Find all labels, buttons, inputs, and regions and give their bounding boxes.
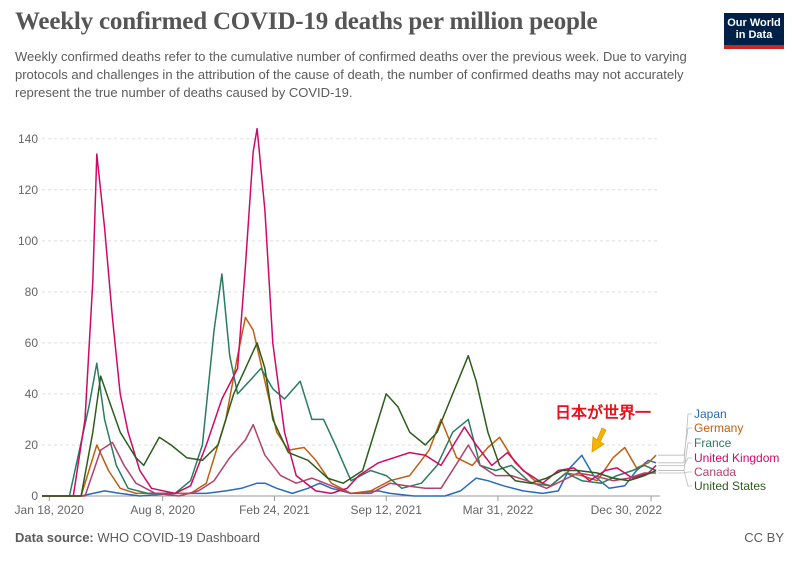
legend-connector xyxy=(658,471,692,474)
legend-label-france[interactable]: France xyxy=(694,436,732,450)
series-line-united-states[interactable] xyxy=(42,342,657,497)
chart-subtitle: Weekly confirmed deaths refer to the cum… xyxy=(15,49,687,100)
x-tick-label: Aug 8, 2020 xyxy=(130,503,195,517)
x-tick-label: Feb 24, 2021 xyxy=(239,503,310,517)
series-line-france[interactable] xyxy=(42,273,657,497)
source-note: Data source: WHO COVID-19 Dashboard xyxy=(15,530,260,545)
legend-label-germany[interactable]: Germany xyxy=(694,421,743,435)
series-lines xyxy=(42,127,657,497)
y-tick-label: 0 xyxy=(31,489,38,503)
y-tick-label: 60 xyxy=(25,336,39,350)
license-note[interactable]: CC BY xyxy=(744,530,784,545)
legend-label-japan[interactable]: Japan xyxy=(694,407,727,421)
legend-connector xyxy=(658,427,692,456)
legend-label-united-kingdom[interactable]: United Kingdom xyxy=(694,451,779,465)
annotation-text: 日本が世界一 xyxy=(555,403,651,422)
chart-title: Weekly confirmed COVID-19 deaths per mil… xyxy=(15,8,598,35)
y-tick-label: 40 xyxy=(25,387,39,401)
source-label: Data source: xyxy=(15,530,94,545)
legend-connector xyxy=(658,470,692,487)
x-tick-label: Mar 31, 2022 xyxy=(463,503,534,517)
x-tick-label: Dec 30, 2022 xyxy=(591,503,663,517)
legend-connector xyxy=(658,442,692,471)
annotation-arrow-icon xyxy=(591,427,607,453)
legend-label-canada[interactable]: Canada xyxy=(694,465,736,479)
source-value[interactable]: WHO COVID-19 Dashboard xyxy=(97,530,260,545)
y-tick-label: 100 xyxy=(18,234,38,248)
logo-line-1: Our World xyxy=(727,17,781,29)
y-tick-label: 20 xyxy=(25,438,39,452)
annotation: 日本が世界一 xyxy=(555,403,651,453)
legend-connector xyxy=(658,413,692,464)
y-tick-label: 140 xyxy=(18,132,38,146)
owid-logo[interactable]: Our World in Data xyxy=(724,13,784,49)
grid-lines xyxy=(42,138,660,446)
series-line-canada[interactable] xyxy=(42,423,657,497)
x-tick-label: Jan 18, 2020 xyxy=(15,503,85,517)
y-tick-label: 80 xyxy=(25,285,39,299)
series-line-japan[interactable] xyxy=(42,454,657,497)
series-line-united-kingdom[interactable] xyxy=(42,127,657,497)
series-line-germany[interactable] xyxy=(42,316,657,497)
x-tick-label: Sep 12, 2021 xyxy=(350,503,422,517)
y-tick-label: 120 xyxy=(18,183,38,197)
legend-label-united-states[interactable]: United States xyxy=(694,479,766,493)
axes: 0 20 40 60 80 100 120 140 Jan 18, 2020 Aug 8, 202… xyxy=(15,132,663,517)
logo-line-2: in Data xyxy=(735,29,773,41)
legend-connector xyxy=(658,457,692,466)
